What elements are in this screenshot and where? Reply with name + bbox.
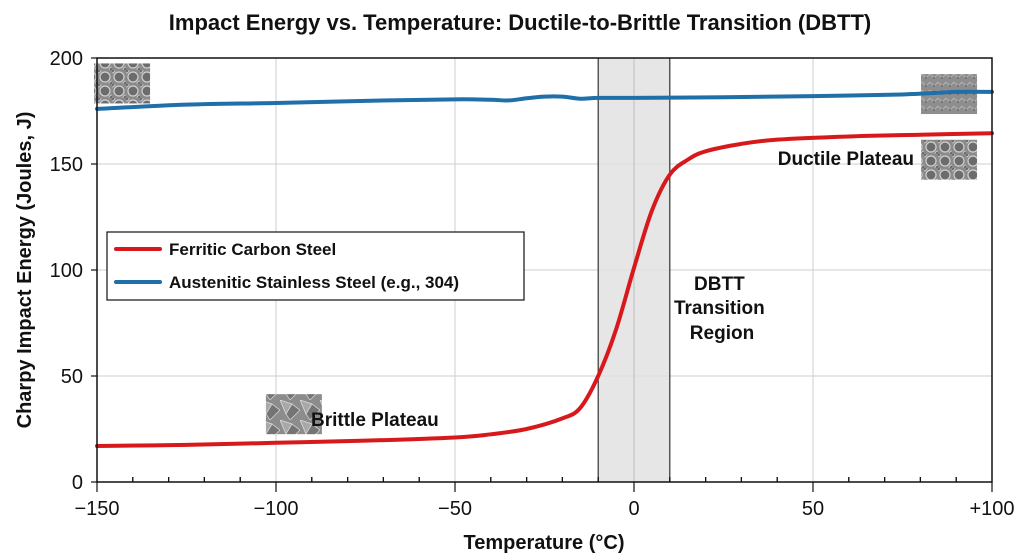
x-tick-label: 0 <box>628 498 639 520</box>
series-ferritic-line <box>95 131 994 448</box>
legend: Ferritic Carbon Steel Austenitic Stainle… <box>106 231 525 301</box>
y-tick-label: 0 <box>72 472 83 494</box>
x-tick-label: −50 <box>438 498 472 520</box>
fracture-dimple-image-2 <box>921 139 978 180</box>
tick-labels: −150 −100 −50 0 50 +100 0 50 100 150 200 <box>50 48 1015 520</box>
annotation-dbtt-region: DBTT Transition Region <box>674 274 770 344</box>
fracture-cleavage-image <box>265 394 322 435</box>
data-series <box>95 89 994 448</box>
x-tick-label: +100 <box>969 498 1014 520</box>
x-axis-label: Temperature (°C) <box>464 532 625 554</box>
chart-title: Impact Energy vs. Temperature: Ductile-t… <box>169 10 871 35</box>
y-tick-label: 150 <box>50 154 83 176</box>
series-austenitic-line <box>95 89 994 111</box>
x-tick-label: 50 <box>802 498 824 520</box>
y-axis-label: Charpy Impact Energy (Joules, J) <box>14 112 36 429</box>
legend-label-ferritic: Ferritic Carbon Steel <box>169 240 336 259</box>
legend-box <box>106 231 525 301</box>
fracture-dimple-image <box>94 63 151 104</box>
y-tick-label: 200 <box>50 48 83 70</box>
annotation-brittle-plateau: Brittle Plateau <box>311 410 439 431</box>
legend-label-austenitic: Austenitic Stainless Steel (e.g., 304) <box>169 273 459 292</box>
y-tick-label: 50 <box>61 366 83 388</box>
y-tick-label: 100 <box>50 260 83 282</box>
axis-ticks <box>91 57 993 492</box>
annotation-ductile-plateau: Ductile Plateau <box>778 149 914 170</box>
x-tick-label: −150 <box>74 498 119 520</box>
x-tick-label: −100 <box>253 498 298 520</box>
